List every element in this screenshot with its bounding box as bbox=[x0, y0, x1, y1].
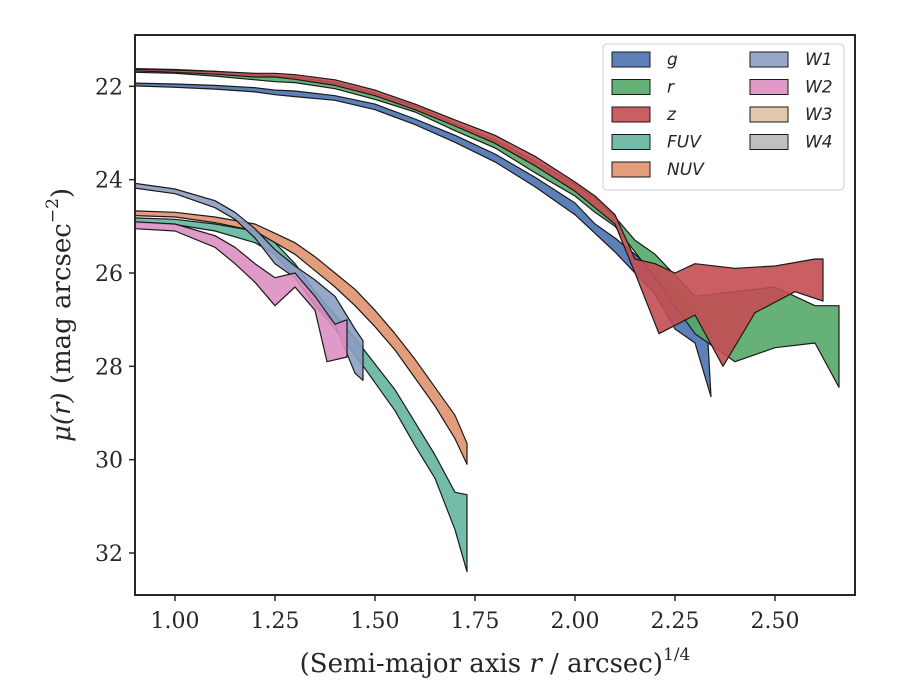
x-tick-label: 1.75 bbox=[451, 609, 500, 634]
x-tick-label: 2.50 bbox=[751, 609, 800, 634]
y-tick-label: 22 bbox=[95, 75, 123, 100]
band-w1 bbox=[134, 182, 364, 381]
legend-swatch-nuv bbox=[611, 161, 651, 178]
x-tick-label: 2.00 bbox=[551, 609, 600, 634]
x-tick-label: 2.25 bbox=[651, 609, 700, 634]
x-tick-label: 1.50 bbox=[351, 609, 400, 634]
x-axis-label: (Semi-major axis r / arcsec)1/4 bbox=[300, 645, 691, 679]
legend-swatch-fuv bbox=[611, 134, 651, 150]
legend-swatch-w3 bbox=[749, 106, 789, 123]
y-axis-label-close: ) bbox=[47, 188, 77, 198]
x-tick-label: 1.00 bbox=[151, 609, 200, 634]
legend-label-r: r bbox=[667, 78, 675, 98]
y-tick-label: 28 bbox=[95, 355, 123, 380]
y-axis-label-tail: (mag arcsec bbox=[47, 223, 77, 392]
legend-swatch-z bbox=[611, 106, 651, 123]
x-axis-label-exponent: 1/4 bbox=[663, 645, 690, 665]
profile-bands bbox=[134, 68, 840, 573]
legend-label-z: z bbox=[666, 105, 677, 125]
x-axis-label-tail: / arcsec) bbox=[542, 649, 663, 679]
legend-label-fuv: FUV bbox=[667, 133, 702, 153]
legend-label-w1: W1 bbox=[805, 50, 833, 70]
x-axis-label-main: (Semi-major axis bbox=[300, 649, 530, 679]
band-g bbox=[134, 82, 712, 398]
legend-swatch-g bbox=[611, 51, 651, 68]
x-axis-label-var: r bbox=[529, 649, 543, 679]
band-w2 bbox=[134, 221, 348, 363]
band-nuv bbox=[134, 210, 468, 465]
x-axis-ticks: 1.00 1.25 1.50 1.75 2.00 2.25 2.50 bbox=[151, 595, 800, 634]
y-axis-label-var: μ(r) bbox=[47, 392, 77, 442]
y-axis-ticks: 22 24 26 28 30 32 bbox=[95, 75, 135, 567]
legend-label-g: g bbox=[667, 50, 678, 70]
plot-frame bbox=[134, 34, 856, 596]
legend-swatch-w1 bbox=[749, 51, 789, 68]
y-axis-label-exponent: −2 bbox=[43, 198, 63, 223]
y-tick-label: 24 bbox=[95, 169, 123, 194]
legend-label-w3: W3 bbox=[805, 105, 833, 125]
legend-swatch-r bbox=[611, 79, 651, 95]
y-tick-label: 32 bbox=[95, 542, 123, 567]
y-axis-label: μ(r) (mag arcsec−2) bbox=[43, 188, 77, 442]
legend-swatch-w2 bbox=[749, 79, 789, 95]
legend: grz FUV NUV W1 W2 W3 W4 bbox=[602, 43, 845, 191]
x-tick-label: 1.25 bbox=[251, 609, 300, 634]
legend-label-w4: W4 bbox=[805, 133, 833, 153]
legend-label-nuv: NUV bbox=[667, 160, 705, 180]
y-tick-label: 26 bbox=[95, 262, 123, 287]
legend-swatch-w4 bbox=[749, 134, 789, 150]
band-z bbox=[134, 68, 824, 367]
y-tick-label: 30 bbox=[95, 449, 123, 474]
legend-label-w2: W2 bbox=[805, 78, 833, 98]
